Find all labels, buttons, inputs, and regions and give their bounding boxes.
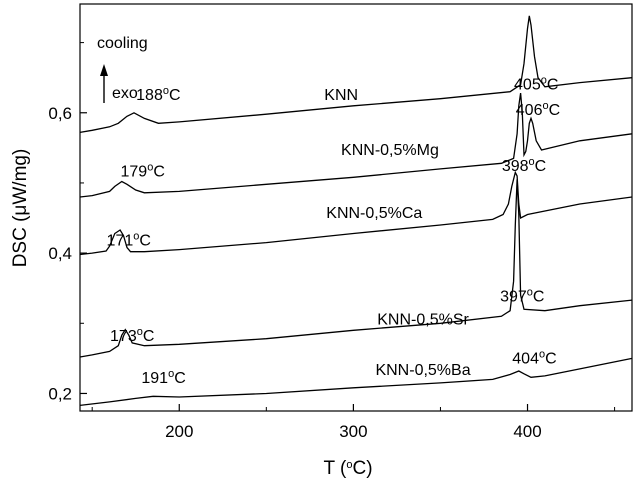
y-tick-label: 0,2	[48, 384, 72, 403]
x-tick-label: 300	[339, 422, 367, 441]
curve-knn-0-5-ba	[79, 357, 633, 407]
series-name-label: KNN-0,5%Mg	[341, 142, 439, 159]
series-name-label: KNN-0,5%Sr	[377, 312, 469, 329]
cooling-note: cooling	[97, 35, 148, 52]
peak-temperature-label: 405oC	[514, 75, 558, 94]
plot-frame	[79, 3, 633, 412]
peak-temperature-label: 404oC	[512, 348, 556, 367]
x-tick-label: 400	[513, 422, 541, 441]
exo-arrow-icon	[100, 64, 108, 103]
y-axis-title: DSC (μW/mg)	[10, 149, 31, 268]
exo-note: exo	[112, 85, 138, 102]
y-tick-label: 0,6	[48, 104, 72, 123]
series-name-label: KNN-0,5%Ba	[375, 362, 470, 379]
dsc-curves	[79, 15, 633, 407]
peak-temperature-label: 406oC	[516, 100, 560, 119]
peak-temperature-label: 188oC	[136, 85, 180, 104]
y-tick-label: 0,4	[48, 244, 72, 263]
series-name-label: KNN	[324, 87, 358, 104]
peak-temperature-label: 398oC	[502, 156, 546, 175]
peak-temperature-label: 179oC	[120, 162, 164, 181]
curve-knn-0-5-sr	[79, 179, 633, 358]
axis-ticks: 200 300 400 0,2 0,4 0,6	[48, 42, 616, 441]
x-axis-title: T (oC)	[323, 458, 372, 479]
peak-temperature-label: 191oC	[141, 368, 185, 387]
annotation-labels: KNN 188oC 405oC KNN-0,5%Mg 179oC 406oC KNN-0,5…	[107, 75, 561, 387]
curve-knn-0-5-mg	[79, 93, 633, 198]
peak-temperature-label: 171oC	[107, 230, 151, 249]
x-tick-label: 200	[165, 422, 193, 441]
series-name-label: KNN-0,5%Ca	[326, 205, 422, 222]
peak-temperature-label: 397oC	[500, 287, 544, 306]
curve-knn	[79, 15, 633, 134]
peak-temperature-label: 173oC	[110, 326, 154, 345]
